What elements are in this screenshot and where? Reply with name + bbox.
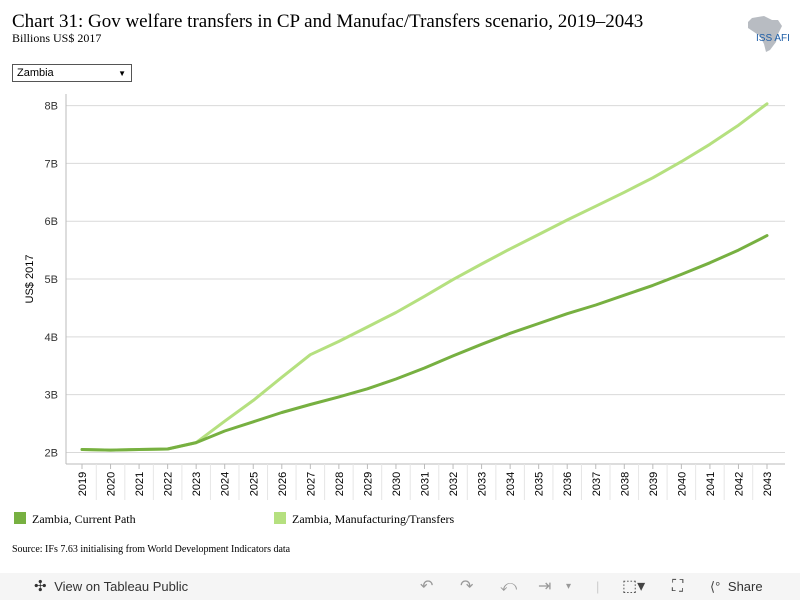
x-tick-label: 2033 <box>477 472 489 496</box>
x-tick-label: 2032 <box>448 472 460 496</box>
x-tick-label: 2034 <box>505 472 517 496</box>
chart-title: Chart 31: Gov welfare transfers in CP an… <box>12 11 644 32</box>
x-tick-label: 2031 <box>420 472 432 496</box>
country-dropdown[interactable]: Zambia ▼ <box>12 64 132 82</box>
tableau-logo-icon: ✣ <box>34 578 47 595</box>
x-tick-label: 2029 <box>362 472 374 496</box>
refresh-icon[interactable]: ⇥ <box>538 578 552 595</box>
x-tick-label: 2036 <box>562 472 574 496</box>
source-note: Source: IFs 7.63 initialising from World… <box>12 544 291 555</box>
y-tick-label: 6B <box>45 216 58 228</box>
toolbar-divider: | <box>596 579 600 594</box>
x-tick-label: 2025 <box>248 472 260 496</box>
x-tick-label: 2030 <box>391 472 403 496</box>
series-line-current-path <box>80 234 769 452</box>
logo-text: ISS AFI <box>756 33 790 44</box>
x-tick-label: 2040 <box>676 472 688 496</box>
redo-icon[interactable]: ↷ <box>460 578 474 595</box>
share-icon: ⟨° <box>710 579 721 594</box>
x-tick-label: 2038 <box>619 472 631 496</box>
x-tick-label: 2037 <box>591 472 603 496</box>
y-tick-label: 8B <box>45 101 58 113</box>
y-tick-label: 5B <box>45 274 58 286</box>
y-tick-label: 3B <box>45 390 58 402</box>
fullscreen-icon[interactable]: ⛶ <box>672 578 684 595</box>
x-tick-label: 2019 <box>77 472 89 496</box>
view-on-tableau-link[interactable]: ✣ View on Tableau Public <box>34 573 188 600</box>
chart-subtitle: Billions US$ 2017 <box>12 31 102 45</box>
tableau-toolbar: ✣ View on Tableau Public ↶ ↷ ⤺ ⇥ ▾ | ⬚▾ … <box>0 573 800 600</box>
view-on-tableau-label: View on Tableau Public <box>54 579 189 594</box>
y-tick-label: 7B <box>45 158 58 170</box>
x-tick-label: 2042 <box>733 472 745 496</box>
x-tick-label: 2028 <box>334 472 346 496</box>
line-chart: 2B 3B 4B 5B 6B 7B 8B US$ 2017 2019 2020 2021 2022 20… <box>24 94 785 500</box>
y-axis-label: US$ 2017 <box>24 255 36 304</box>
x-tick-label: 2043 <box>762 472 774 496</box>
share-label: Share <box>727 579 763 594</box>
x-tick-label: 2035 <box>534 472 546 496</box>
legend-label-manufacturing: Zambia, Manufacturing/Transfers <box>292 512 455 526</box>
legend-label-current-path: Zambia, Current Path <box>32 512 136 526</box>
y-tick-label: 2B <box>45 447 58 459</box>
x-tick-label: 2023 <box>191 472 203 496</box>
undo-icon[interactable]: ↶ <box>420 578 434 595</box>
revert-icon[interactable]: ⤺ <box>500 578 518 595</box>
x-tick-label: 2027 <box>305 472 317 496</box>
legend-swatch-current-path <box>14 512 26 524</box>
x-tick-label: 2041 <box>705 472 717 496</box>
x-tick-label: 2022 <box>163 472 175 496</box>
series-line-manufacturing <box>80 102 769 452</box>
x-tick-label: 2039 <box>648 472 660 496</box>
download-icon[interactable]: ⬚▾ <box>622 578 646 595</box>
y-tick-label: 4B <box>45 332 58 344</box>
x-tick-label: 2021 <box>134 472 146 496</box>
legend-item-manufacturing[interactable]: Zambia, Manufacturing/Transfers <box>274 512 454 528</box>
refresh-dropdown-icon[interactable]: ▾ <box>566 581 572 592</box>
dropdown-selected-value: Zambia <box>17 67 54 79</box>
share-button[interactable]: ⟨° Share <box>710 573 763 600</box>
x-tick-label: 2026 <box>277 472 289 496</box>
legend-swatch-manufacturing <box>274 512 286 524</box>
chevron-down-icon: ▼ <box>118 69 126 78</box>
x-tick-label: 2020 <box>106 472 118 496</box>
legend-item-current-path[interactable]: Zambia, Current Path <box>14 512 136 528</box>
x-tick-label: 2024 <box>220 472 232 496</box>
